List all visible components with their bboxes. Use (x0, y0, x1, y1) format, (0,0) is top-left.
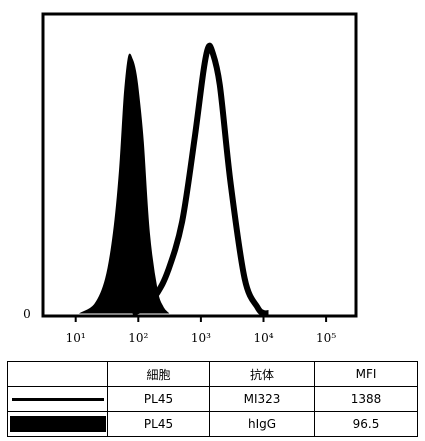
table-cell: MI323 (209, 386, 315, 412)
table-header-cell: 細胞 (107, 361, 210, 387)
legend-table: 細胞 抗体 MFI PL45 MI323 1388 PL45 hIgG 96.5 (7, 361, 418, 437)
plot-frame (41, 12, 358, 318)
legend-swatch-cell (7, 411, 108, 437)
x-tick-label: 10² (128, 331, 148, 345)
x-tick-label: 10³ (191, 331, 211, 345)
table-cell: 96.5 (314, 411, 418, 437)
table-header-row: 細胞 抗体 MFI (7, 361, 418, 387)
table-header-cell: 抗体 (209, 361, 315, 387)
table-header-cell: MFI (314, 361, 418, 387)
series-layer (78, 42, 269, 317)
x-tick-label: 10⁵ (316, 331, 336, 345)
filled-swatch (9, 416, 106, 432)
outline-histogram-series (131, 42, 269, 317)
outline-swatch (11, 397, 104, 401)
legend-swatch-cell (7, 386, 108, 412)
table-cell: 1388 (314, 386, 418, 412)
table-cell: hIgG (209, 411, 315, 437)
x-tick-label: 10¹ (66, 331, 86, 345)
table-cell: PL45 (107, 411, 210, 437)
x-axis-ticks: 10¹ 10² 10³ 10⁴ 10⁵ 0 (23, 307, 336, 345)
table-row: PL45 hIgG 96.5 (7, 411, 418, 437)
table-cell: PL45 (107, 386, 210, 412)
y-tick-label: 0 (23, 307, 31, 321)
table-row: PL45 MI323 1388 (7, 386, 418, 412)
x-tick-label: 10⁴ (253, 331, 273, 345)
histogram-chart: 10¹ 10² 10³ 10⁴ 10⁵ 0 (23, 12, 358, 345)
filled-histogram-series (78, 53, 170, 314)
table-header-cell (7, 361, 108, 387)
